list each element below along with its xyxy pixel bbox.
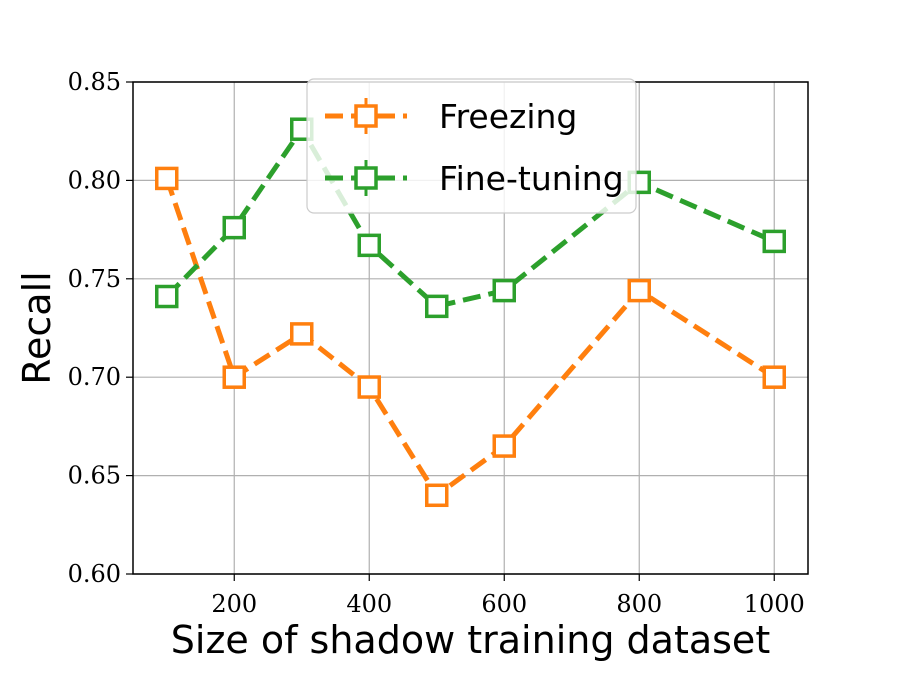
y-tick-label: 0.80: [68, 166, 121, 194]
freezing-line: [164, 177, 776, 498]
x-tick-label: 600: [481, 590, 527, 618]
legend-marker-fine-tuning: [354, 166, 378, 190]
y-tick-label: 0.75: [68, 265, 121, 293]
y-tick-label: 0.70: [68, 363, 121, 391]
y-axis-label: Recall: [15, 271, 59, 384]
legend: Freezing Fine-tuning: [306, 78, 637, 214]
x-tick-label: 800: [616, 590, 662, 618]
freezing-point: [155, 166, 179, 191]
x-axis-label: Size of shadow training dataset: [171, 618, 770, 662]
freezing-point: [762, 365, 786, 389]
freezing-point: [492, 434, 516, 458]
fine-tuning-point: [222, 215, 246, 240]
freezing-point: [222, 365, 246, 389]
freezing-point: [290, 322, 314, 346]
fine-tuning-point: [492, 278, 516, 303]
x-tick-label: 200: [211, 590, 257, 618]
x-tick-label: 400: [346, 590, 392, 618]
fine-tuning-point: [155, 284, 179, 309]
freezing-point: [425, 483, 449, 508]
fine-tuning-point: [425, 294, 449, 319]
legend-marker-freezing: [354, 104, 378, 128]
freezing-point: [357, 375, 381, 399]
legend-label-fine-tuning: Fine-tuning: [439, 159, 624, 198]
axis-ticks: 200 400 600 800 1000 0.60 0.65 0.70 0.75 0.80 0.85: [68, 68, 805, 618]
legend-label-freezing: Freezing: [439, 97, 577, 136]
y-tick-label: 0.85: [68, 68, 121, 96]
freezing-point: [627, 278, 651, 303]
x-tick-label: 1000: [744, 590, 805, 618]
y-tick-label: 0.65: [68, 462, 121, 490]
fine-tuning-point: [762, 229, 786, 254]
y-tick-label: 0.60: [68, 560, 121, 588]
fine-tuning-point: [357, 233, 381, 258]
